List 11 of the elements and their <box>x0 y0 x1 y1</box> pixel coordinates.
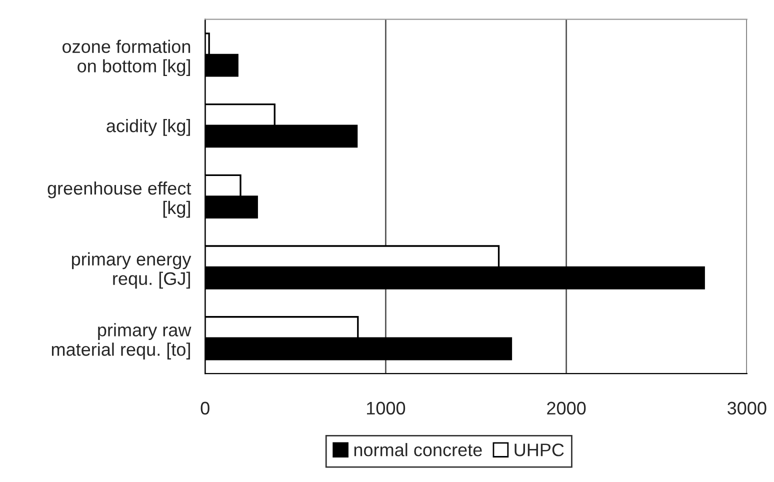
x-tick-label: 1000 <box>367 402 406 415</box>
legend-label: normal concrete <box>354 443 482 456</box>
y-tick-label: primary raw material requ. [to] <box>52 323 192 360</box>
x-tick-label: 0 <box>200 402 210 415</box>
y-tick-label: acidity [kg] <box>106 119 190 136</box>
y-tick-label: ozone formation on bottom [kg] <box>62 40 190 76</box>
x-tick-label: 2000 <box>547 402 586 415</box>
x-tick-label: 3000 <box>728 402 766 415</box>
y-tick-label: greenhouse effect [kg] <box>48 181 192 218</box>
legend-label: UHPC <box>514 444 564 456</box>
y-tick-label: primary energy requ. [GJ] <box>72 252 192 289</box>
